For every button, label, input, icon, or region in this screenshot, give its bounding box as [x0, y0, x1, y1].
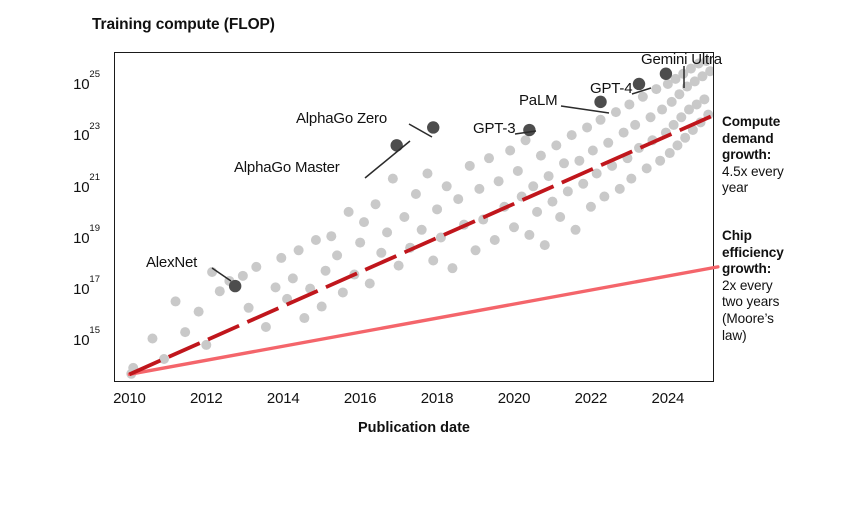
y-axis-tick-19: 1019 — [73, 222, 100, 247]
annotation-chip-heading-2: efficiency — [722, 244, 784, 260]
annotation-chip-efficiency: Chip efficiency growth: 2x every two yea… — [722, 228, 854, 344]
callout-label-alexnet: AlexNet — [146, 254, 198, 271]
y-axis-tick-15: 1015 — [73, 325, 100, 350]
annotation-chip-body-4: law) — [722, 327, 747, 343]
y-axis-tick-23: 1023 — [73, 120, 100, 145]
x-axis-tick-2014: 2014 — [266, 390, 300, 407]
plot-area-frame — [114, 52, 714, 382]
annotation-chip-heading-1: Chip — [722, 228, 752, 243]
callout-label-alphago-zero: AlphaGo Zero — [296, 110, 387, 127]
annotation-compute-body-1: 4.5x every — [722, 163, 784, 179]
callout-label-gpt-4: GPT-4 — [590, 80, 633, 97]
x-axis-tick-2016: 2016 — [343, 390, 377, 407]
callout-label-palm: PaLM — [519, 92, 558, 109]
annotation-compute-demand: Compute demand growth: 4.5x every year — [722, 114, 854, 197]
annotation-compute-heading-3: growth: — [722, 147, 772, 163]
annotation-compute-heading-2: demand — [722, 130, 774, 146]
x-axis-tick-2012: 2012 — [190, 390, 223, 407]
callout-label-gemini-ultra: Gemini Ultra — [641, 51, 722, 68]
x-axis-tick-2010: 2010 — [113, 390, 146, 407]
callout-label-alphago-master: AlphaGo Master — [234, 159, 340, 176]
x-axis-tick-2024: 2024 — [651, 390, 685, 407]
y-axis-tick-17: 1017 — [73, 274, 100, 298]
chart-title: Training compute (FLOP) — [92, 16, 275, 33]
annotation-chip-heading-3: growth: — [722, 261, 772, 277]
callout-label-gpt-3: GPT-3 — [473, 120, 516, 137]
x-axis-tick-2022: 2022 — [574, 390, 608, 407]
x-axis-label: Publication date — [358, 420, 470, 436]
x-axis-tick-2020: 2020 — [497, 390, 531, 407]
y-axis-tick-21: 1021 — [73, 171, 100, 196]
y-axis-tick-25: 1025 — [73, 69, 100, 94]
annotation-chip-body-3: (Moore’s — [722, 310, 774, 326]
annotation-chip-body-1: 2x every — [722, 277, 773, 293]
annotation-compute-heading-1: Compute — [722, 114, 781, 129]
annotation-chip-body-2: two years — [722, 294, 780, 310]
x-axis-tick-2018: 2018 — [420, 390, 454, 407]
annotation-compute-body-2: year — [722, 180, 749, 196]
